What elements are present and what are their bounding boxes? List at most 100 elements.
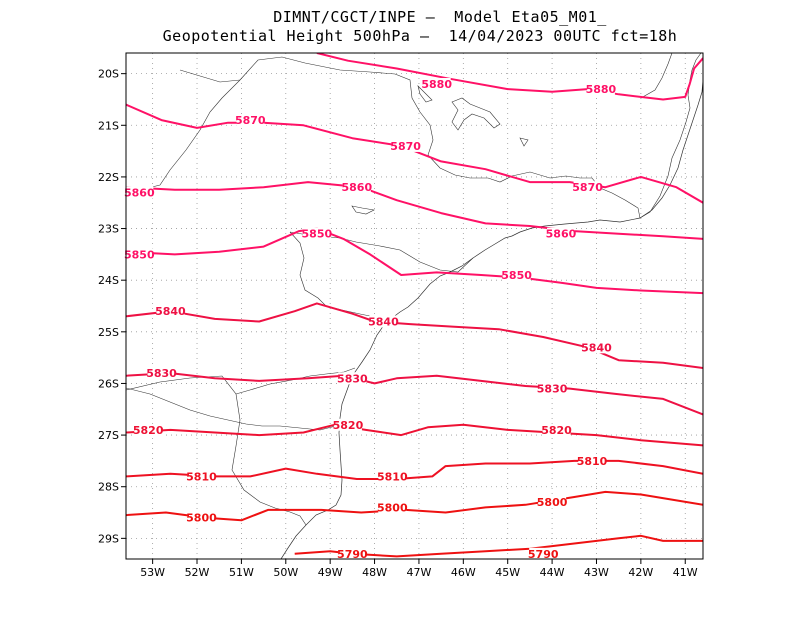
contour-label: 5860 — [124, 186, 155, 199]
contour-5870 — [126, 103, 703, 204]
contour-label-bg — [378, 470, 407, 483]
contour-label-bg — [578, 454, 607, 467]
contour-label-bg — [542, 423, 571, 436]
lat-tick-label: 27S — [98, 429, 119, 442]
contour-label-bg — [333, 418, 362, 431]
contour-5830 — [126, 372, 703, 416]
plot-frame — [125, 52, 704, 560]
contour-label-bg — [236, 114, 265, 127]
lake — [519, 137, 529, 147]
lake — [417, 85, 433, 103]
contour-label: 5860 — [546, 228, 577, 241]
state-border — [289, 231, 392, 319]
contour-label: 5850 — [501, 269, 532, 282]
lon-tick-label: 52W — [185, 566, 210, 579]
contour-label-bg — [338, 372, 367, 385]
contour-label: 5840 — [581, 341, 612, 354]
lat-lon-grid — [126, 53, 703, 559]
contour-5880 — [316, 53, 703, 101]
contour-label: 5820 — [133, 424, 164, 437]
lon-tick-label: 48W — [362, 566, 387, 579]
contour-label: 5810 — [377, 470, 408, 483]
contour-label-bg — [187, 511, 216, 524]
contour-label-bg — [422, 77, 451, 90]
contour-label-bg — [391, 139, 420, 152]
coastline — [280, 217, 641, 559]
contour-label-bg — [134, 423, 163, 436]
state-border — [126, 387, 341, 431]
contour-label-bg — [538, 496, 567, 509]
contour-label: 5870 — [235, 114, 266, 127]
contour-labels: 5880 5880 5870 5870 5870 5860 5860 5860 5850 5850… — [124, 77, 617, 561]
contour-label-bg — [125, 186, 154, 199]
contour-label-bg — [342, 181, 371, 194]
coastline-east — [639, 79, 703, 219]
contour-label-bg — [187, 470, 216, 483]
lon-tick-label: 42W — [628, 566, 653, 579]
lat-tick-label: 24S — [98, 274, 119, 287]
axis-ticks: 20S 21S 22S 23S 24S 25S 26S 27S 28S 29S 53W 52W 51W 5… — [98, 68, 698, 579]
contour-label-bg — [156, 305, 185, 318]
contour-label: 5840 — [155, 305, 186, 318]
contour-label: 5870 — [572, 181, 603, 194]
lat-tick-label: 26S — [98, 377, 119, 390]
contour-label-bg — [338, 547, 367, 560]
contour-label: 5800 — [186, 512, 217, 525]
state-border — [639, 53, 702, 219]
contour-5840 — [126, 302, 703, 369]
state-border — [640, 53, 673, 99]
lat-tick-label: 28S — [98, 481, 119, 494]
contour-label: 5860 — [341, 181, 372, 194]
lat-tick-label: 22S — [98, 171, 119, 184]
lon-tick-label: 50W — [273, 566, 298, 579]
contour-label: 5820 — [333, 419, 364, 432]
contour-5860 — [126, 181, 703, 240]
contour-label-bg — [302, 227, 331, 240]
contour-label: 5830 — [337, 372, 368, 385]
contour-label: 5800 — [537, 496, 568, 509]
contour-label: 5800 — [377, 501, 408, 514]
state-border — [179, 69, 241, 83]
contour-label: 5880 — [586, 83, 617, 96]
contour-label-bg — [529, 547, 558, 560]
lat-tick-label: 23S — [98, 223, 119, 236]
contour-label: 5790 — [337, 548, 368, 561]
contour-label-bg — [582, 341, 611, 354]
lon-tick-label: 44W — [540, 566, 565, 579]
contour-label-bg — [538, 382, 567, 395]
lat-tick-label: 29S — [98, 532, 119, 545]
contour-label-bg — [147, 367, 176, 380]
lake — [351, 205, 375, 215]
lon-tick-label: 51W — [229, 566, 254, 579]
contour-label-bg — [369, 315, 398, 328]
contour-label-bg — [125, 248, 154, 261]
contour-label-bg — [378, 501, 407, 514]
contour-label-bg — [573, 181, 602, 194]
lon-tick-label: 47W — [407, 566, 432, 579]
lat-tick-label: 20S — [98, 68, 119, 81]
contour-label: 5870 — [390, 140, 421, 153]
contour-label: 5810 — [577, 455, 608, 468]
contour-label: 5850 — [302, 228, 333, 241]
contour-label: 5820 — [541, 424, 572, 437]
lat-tick-label: 21S — [98, 119, 119, 132]
lon-tick-label: 46W — [451, 566, 476, 579]
lon-tick-label: 45W — [495, 566, 520, 579]
contour-label-bg — [586, 83, 615, 96]
lon-tick-label: 41W — [673, 566, 698, 579]
contour-label: 5850 — [124, 248, 155, 261]
lon-tick-label: 53W — [140, 566, 165, 579]
title-line-1: DIMNT/CGCT/INPE – Model Eta05_M01_ — [273, 8, 607, 26]
contour-label: 5830 — [537, 383, 568, 396]
contour-label: 5840 — [368, 315, 399, 328]
lake — [451, 97, 501, 131]
contour-label: 5790 — [528, 548, 559, 561]
title-line-2: Geopotential Height 500hPa – 14/04/2023 … — [162, 27, 678, 45]
contour-label: 5830 — [146, 367, 177, 380]
contour-label-bg — [546, 227, 575, 240]
lat-tick-label: 25S — [98, 326, 119, 339]
contour-label: 5810 — [186, 470, 217, 483]
contour-5850 — [126, 227, 703, 295]
state-border — [126, 79, 241, 196]
contour-label: 5880 — [421, 78, 452, 91]
